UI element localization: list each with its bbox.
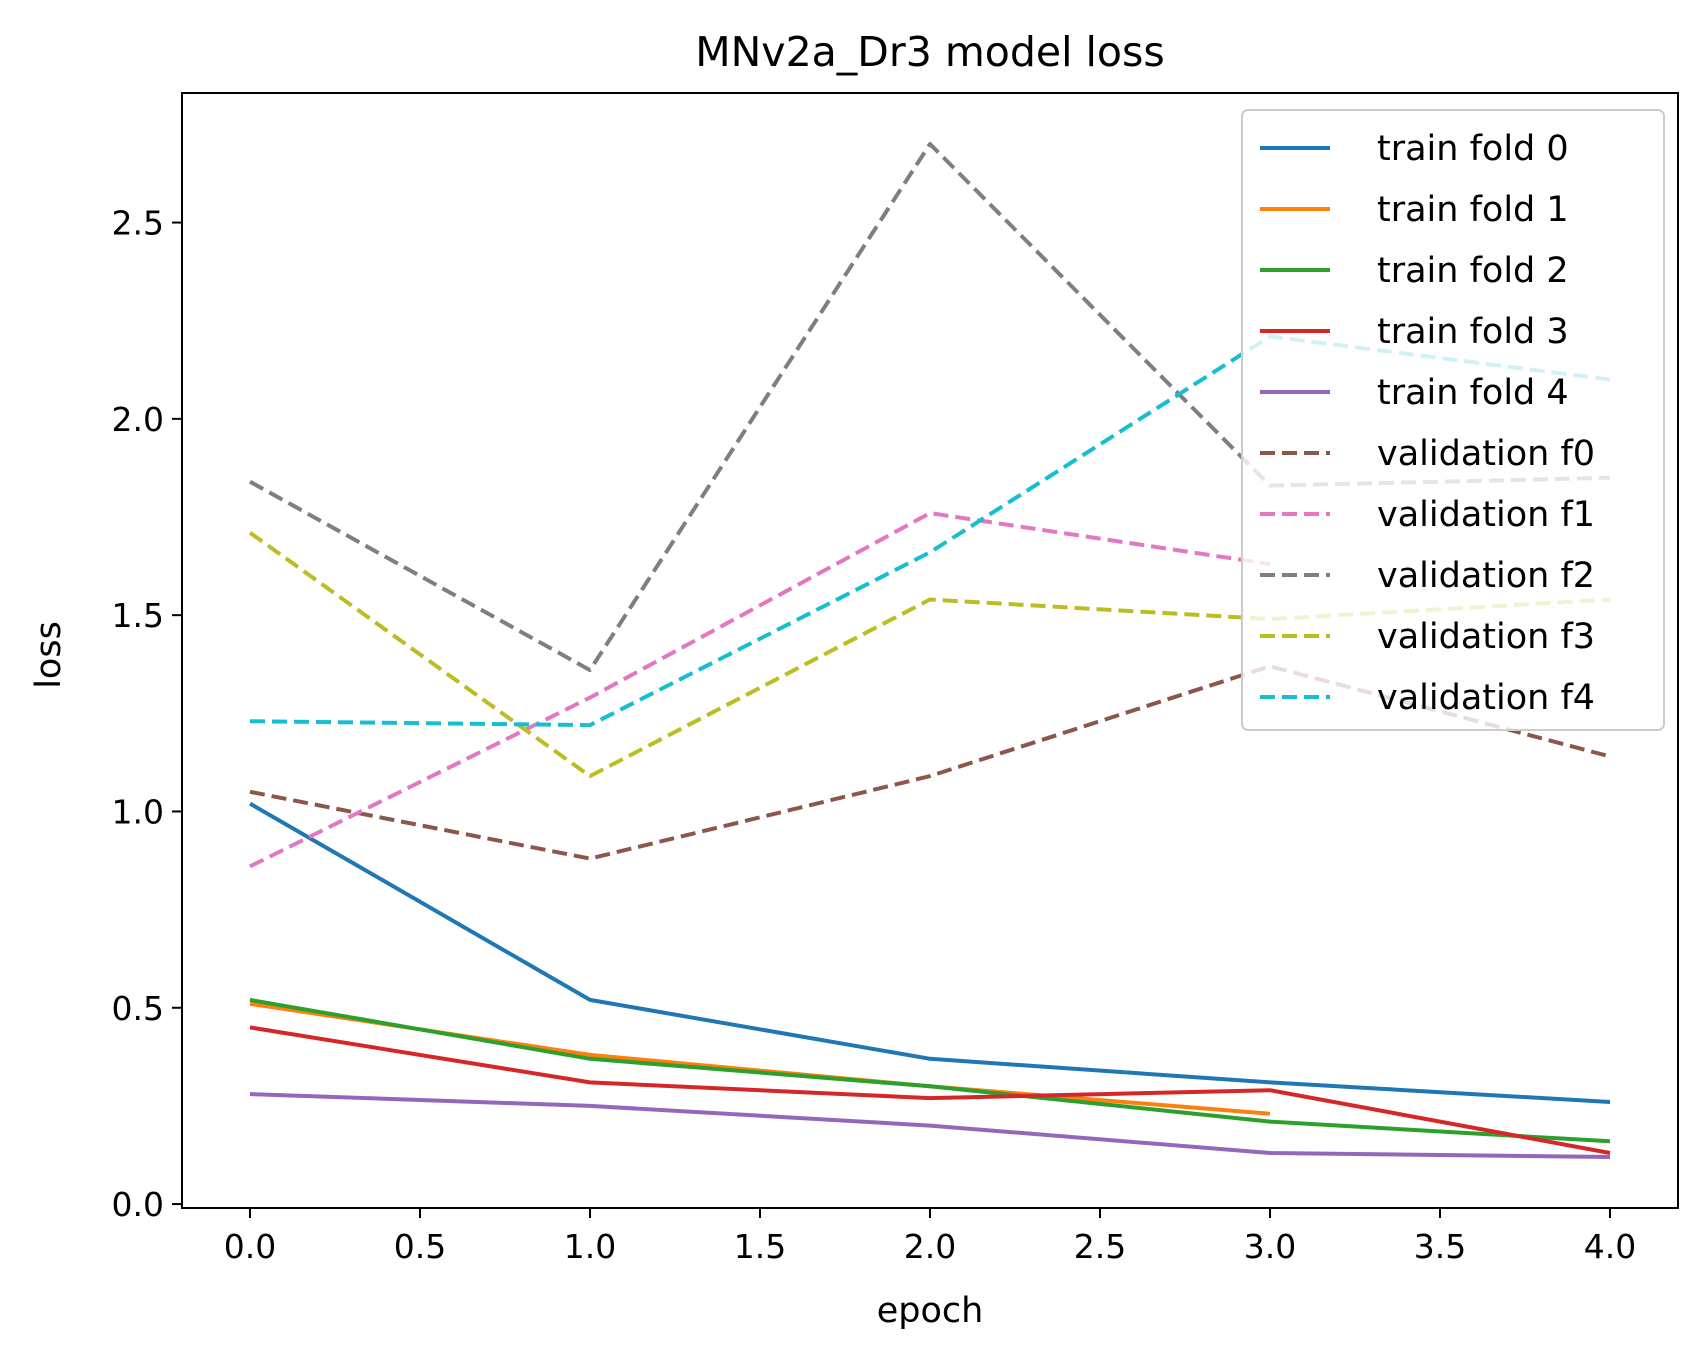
series-line-4	[249, 1025, 1611, 1155]
legend-label: validation f2	[1377, 556, 1595, 596]
y-tick-label: 0.0	[112, 1185, 164, 1224]
x-axis-label: epoch	[877, 1291, 984, 1331]
y-tick-label: 0.5	[112, 989, 164, 1028]
y-axis-label: loss	[29, 621, 69, 689]
legend-label: validation f1	[1377, 495, 1595, 535]
x-tick-label: 3.5	[1414, 1227, 1466, 1266]
x-tick-label: 0.5	[394, 1227, 446, 1266]
legend-label: validation f4	[1377, 678, 1595, 718]
x-tick-label: 2.0	[904, 1227, 956, 1266]
plot-area	[248, 142, 1611, 1159]
series-line-3	[249, 997, 1611, 1144]
legend: train fold 0 train fold 1 train fold 2 trai…	[1241, 109, 1665, 731]
x-tick-label: 4.0	[1584, 1227, 1636, 1266]
series-line-1	[248, 801, 1611, 1104]
y-axis: 0.0 0.5 1.0 1.5 2.0 2.5	[112, 204, 182, 1224]
x-axis: 0.0 0.5 1.0 1.5 2.0 2.5 3.0 3.5 4.0	[224, 1208, 1636, 1266]
plot-frame	[181, 92, 1679, 1209]
legend-label: train fold 3	[1377, 312, 1569, 352]
x-tick-label: 3.0	[1244, 1227, 1296, 1266]
legend-label: validation f3	[1377, 617, 1595, 657]
x-tick-label: 1.0	[564, 1227, 616, 1266]
series-line-7	[249, 511, 1271, 869]
y-tick-label: 1.5	[112, 596, 164, 635]
x-tick-label: 2.5	[1074, 1227, 1126, 1266]
legend-label: train fold 4	[1377, 373, 1569, 413]
x-tick-label: 1.5	[734, 1227, 786, 1266]
y-tick-label: 1.0	[112, 792, 164, 831]
y-tick-label: 2.5	[112, 204, 164, 243]
legend-label: train fold 0	[1377, 129, 1569, 169]
y-tick-label: 2.0	[112, 400, 164, 439]
legend-label: train fold 1	[1377, 190, 1569, 230]
legend-label: train fold 2	[1377, 251, 1569, 291]
chart-title: MNv2a_Dr3 model loss	[695, 28, 1164, 76]
x-tick-label: 0.0	[224, 1227, 276, 1266]
series-line-5	[249, 1092, 1611, 1159]
legend-box	[1241, 109, 1665, 731]
legend-label: validation f0	[1377, 434, 1595, 474]
